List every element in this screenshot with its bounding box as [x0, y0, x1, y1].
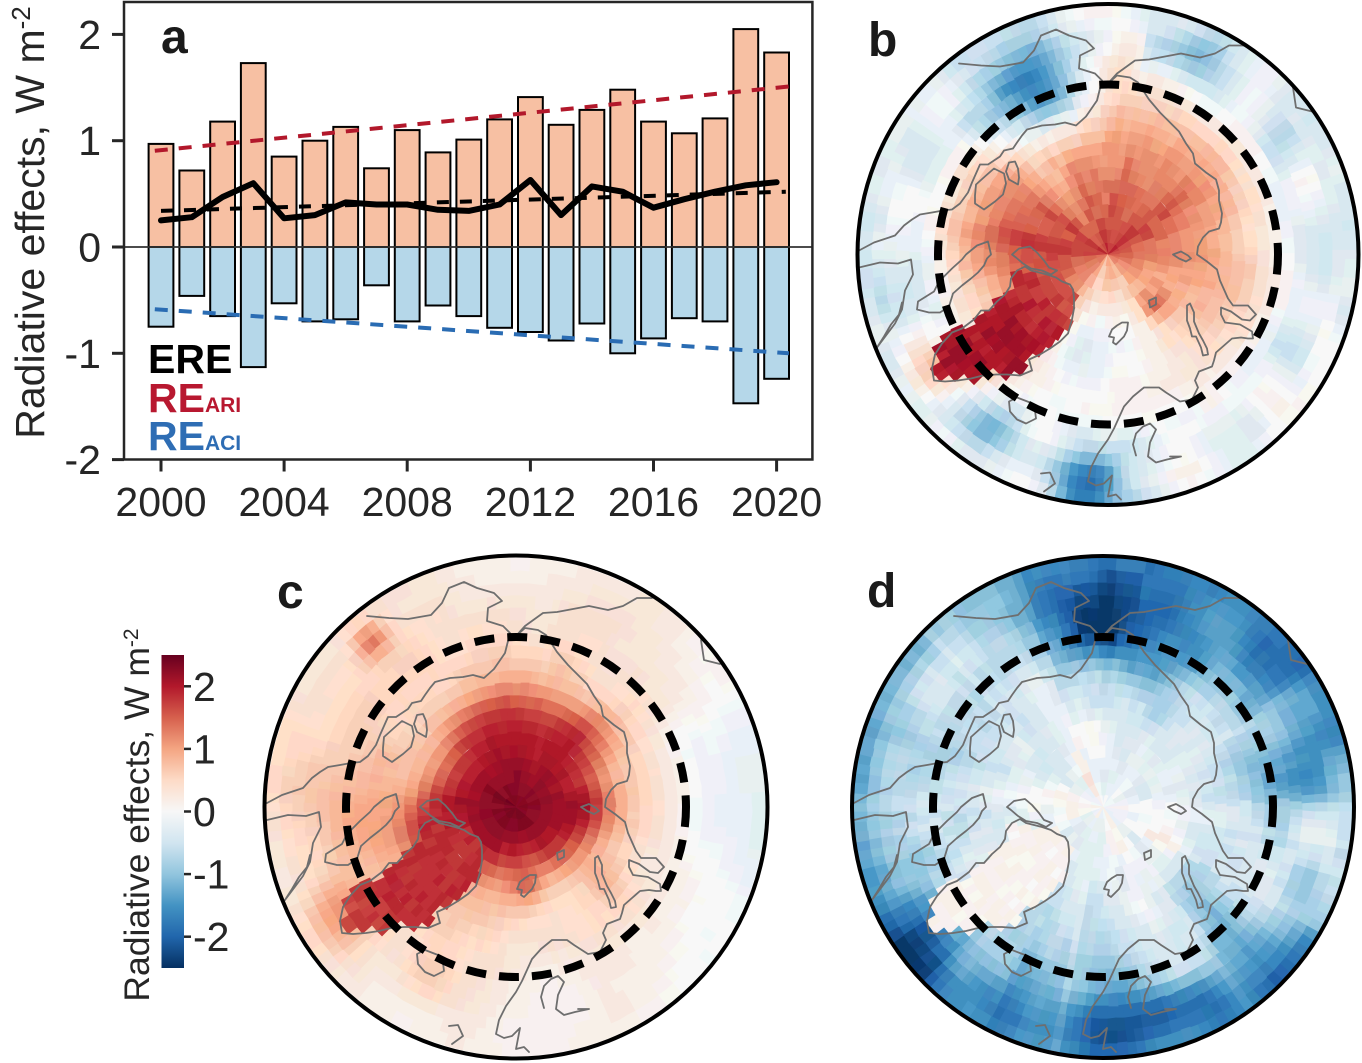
svg-text:-1: -1	[65, 331, 101, 377]
svg-text:2020: 2020	[731, 479, 822, 525]
svg-text:2: 2	[193, 664, 216, 710]
svg-text:2000: 2000	[115, 479, 206, 525]
svg-text:0: 0	[78, 225, 101, 271]
svg-text:2004: 2004	[238, 479, 329, 525]
svg-text:Radiative effects, W m-2: Radiative effects, W m-2	[6, 6, 53, 439]
svg-text:a: a	[161, 11, 188, 64]
svg-text:b: b	[868, 14, 897, 67]
svg-text:1: 1	[193, 726, 216, 772]
svg-text:c: c	[277, 566, 304, 619]
svg-text:2012: 2012	[485, 479, 576, 525]
svg-text:Radiative effects, W m-2: Radiative effects, W m-2	[117, 628, 157, 1001]
svg-text:2016: 2016	[608, 479, 699, 525]
svg-text:ERE: ERE	[148, 336, 232, 382]
svg-text:1: 1	[78, 118, 101, 164]
svg-text:2008: 2008	[362, 479, 453, 525]
svg-text:-1: -1	[193, 852, 229, 898]
svg-text:-2: -2	[193, 914, 229, 960]
svg-text:2: 2	[78, 12, 101, 58]
svg-text:-2: -2	[65, 437, 101, 483]
svg-text:0: 0	[193, 789, 216, 835]
svg-text:d: d	[867, 565, 896, 618]
